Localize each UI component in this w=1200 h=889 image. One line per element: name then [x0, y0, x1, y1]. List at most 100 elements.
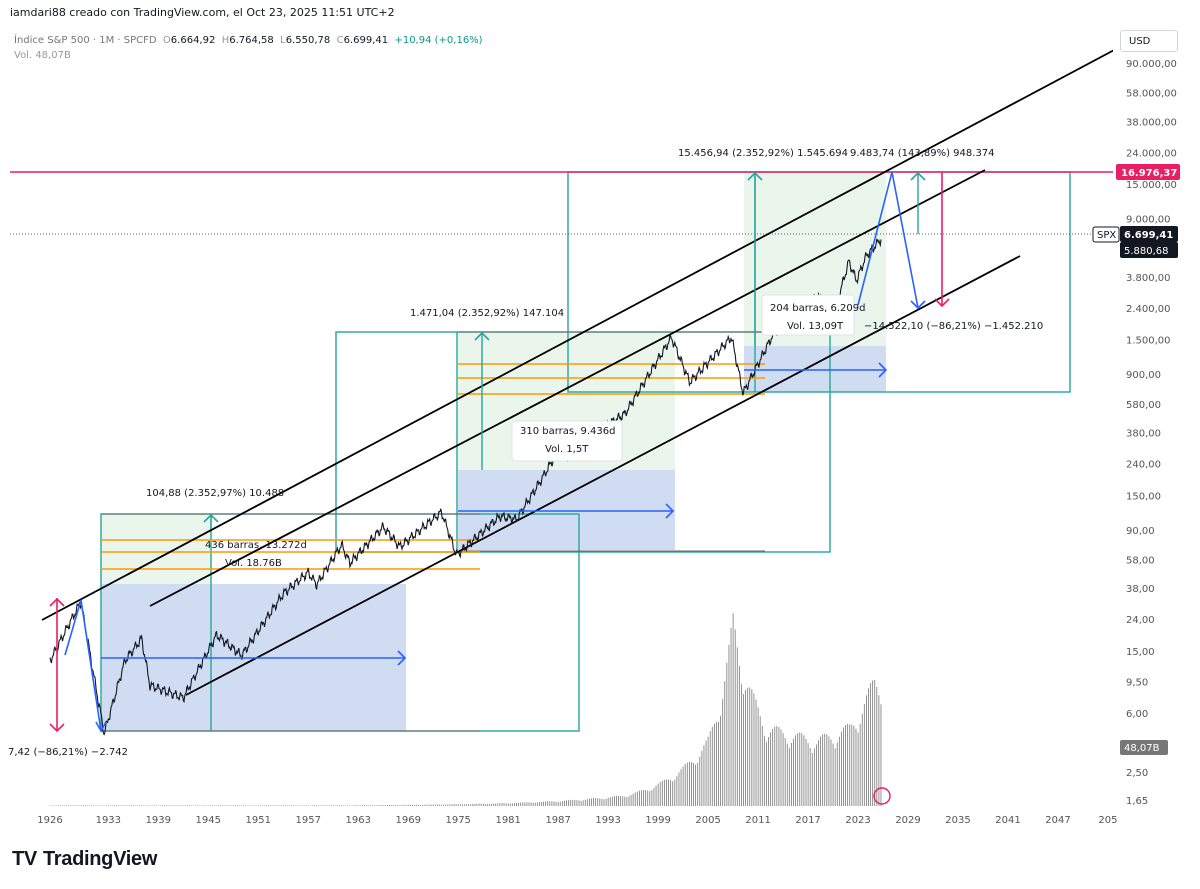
down-arrowtail-2 — [49, 597, 65, 607]
x-tick: 2041 — [995, 815, 1020, 826]
y-tick: 6,00 — [1126, 709, 1148, 720]
measure-arrowhead-2 — [665, 503, 675, 519]
spx-tag-text: SPX — [1097, 230, 1116, 241]
last-price-tag — [1120, 226, 1178, 242]
y-tick: 15,00 — [1126, 647, 1155, 658]
axis-price-tags: 16.976,37 SPX 6.699,41 5.880,68 48,07B — [1092, 164, 1180, 755]
tradingview-mark-icon: TV — [12, 848, 37, 870]
projected-arrowhead — [910, 300, 926, 310]
annotation-5: 310 barras, 9.436d — [520, 426, 615, 437]
target-price-tag — [1120, 242, 1178, 258]
y-tick: 38,00 — [1126, 584, 1155, 595]
projected-path — [857, 171, 919, 309]
y-tick: 900,00 — [1126, 370, 1161, 381]
x-tick: 1981 — [495, 815, 520, 826]
low-value: 6.550,78 — [285, 35, 331, 46]
x-tick: 1993 — [595, 815, 620, 826]
high-value: 6.764,58 — [229, 35, 274, 46]
close-value: 6.699,41 — [343, 35, 389, 46]
channel-upper — [41, 49, 1113, 621]
volume-tag — [1120, 740, 1168, 755]
annotation-4: 1.471,04 (2.352,92%) 147.104 — [410, 308, 564, 319]
channel-mid — [149, 169, 986, 607]
open-label: O — [162, 35, 171, 46]
y-tick: 58.000,00 — [1126, 89, 1177, 100]
x-tick: 1945 — [196, 815, 221, 826]
volume-legend: Vol. 48,07B — [14, 50, 71, 61]
symbol-name[interactable]: Índice S&P 500 · 1M · SPCFD — [14, 35, 157, 46]
target-arrowhead-3 — [747, 171, 763, 181]
annotation-8: 9.483,74 (143,89%) 948.374 — [850, 148, 995, 159]
x-tick: 1975 — [445, 815, 470, 826]
last-price-tag-text: 6.699,41 — [1124, 230, 1173, 241]
annotation-2: 436 barras, 13.272d — [205, 540, 307, 551]
x-tick: 1969 — [395, 815, 420, 826]
annotation-12: 7,42 (−86,21%) −2.742 — [8, 747, 128, 758]
drop-arrowhead-1929 — [95, 721, 107, 733]
x-tick: 1951 — [246, 815, 271, 826]
x-tick: 2035 — [945, 815, 970, 826]
x-tick: 2047 — [1045, 815, 1070, 826]
label-box-204 — [761, 294, 855, 336]
author-line: iamdari88 creado con TradingView.com, el… — [10, 6, 395, 19]
y-tick: 3.800,00 — [1126, 273, 1171, 284]
y-tick: 1.500,00 — [1126, 336, 1171, 347]
currency-button[interactable]: USD — [1120, 30, 1178, 52]
channel-lower — [185, 255, 1021, 696]
y-tick: 150,00 — [1126, 491, 1161, 502]
target-arrowhead-2 — [474, 331, 490, 341]
y-tick: 15.000,00 — [1126, 180, 1177, 191]
y-tick: 2.400,00 — [1126, 304, 1171, 315]
annotation-1: 104,88 (2.352,97%) 10.488 — [146, 488, 284, 499]
annotation-6: Vol. 1,5T — [545, 444, 589, 455]
label-box-310 — [511, 420, 623, 462]
resistance-tag-text: 16.976,37 — [1121, 168, 1177, 179]
x-tick: 2023 — [845, 815, 870, 826]
x-tick: 2005 — [695, 815, 720, 826]
close-label: C — [336, 35, 344, 46]
y-tick: 24,00 — [1126, 615, 1155, 626]
x-tick: 2029 — [895, 815, 920, 826]
y-tick: 380,00 — [1126, 428, 1161, 439]
volume-bars — [49, 613, 882, 806]
y-tick: 580,00 — [1126, 400, 1161, 411]
price-series — [49, 238, 882, 736]
y-tick: 1,65 — [1126, 796, 1148, 807]
tradingview-logo: TV TradingView — [12, 848, 157, 871]
range-fill-1970s — [458, 470, 675, 550]
annotation-10: Vol. 13,09T — [787, 321, 844, 332]
low-label: L — [280, 35, 286, 46]
x-tick: 1999 — [645, 815, 670, 826]
x-tick: 1963 — [346, 815, 371, 826]
target-fill-1 — [101, 514, 211, 584]
target-arrowhead-1 — [203, 513, 219, 523]
y-tick: 90,00 — [1126, 526, 1155, 537]
annotation-9: 204 barras, 6.209d — [770, 303, 865, 314]
annotation-7: 15.456,94 (2.352,92%) 1.545.694 — [678, 148, 848, 159]
y-tick: 58,00 — [1126, 555, 1155, 566]
volume-tag-text: 48,07B — [1124, 743, 1160, 754]
price-chart[interactable]: 104,88 (2.352,97%) 10.488 436 barras, 13.… — [0, 0, 1200, 840]
y-tick: 9.000,00 — [1126, 215, 1171, 226]
y-tick: 9,50 — [1126, 678, 1148, 689]
tradingview-wordmark: TradingView — [42, 848, 158, 870]
resistance-tag — [1116, 164, 1180, 180]
high-label: H — [221, 35, 230, 46]
y-tick: 240,00 — [1126, 459, 1161, 470]
open-value: 6.664,92 — [170, 35, 216, 46]
annotation-3: Vol. 18.76B — [225, 558, 282, 569]
x-tick: 1939 — [146, 815, 171, 826]
x-tick: 205 — [1098, 815, 1117, 826]
measure-arrowhead-1 — [397, 650, 407, 666]
lightning-icon[interactable] — [873, 787, 891, 805]
y-tick: 2,50 — [1126, 768, 1148, 779]
down-arrowhead-2 — [49, 723, 65, 733]
target-price-tag-text: 5.880,68 — [1124, 246, 1169, 257]
x-tick: 1957 — [296, 815, 321, 826]
annotation-11: −14.522,10 (−86,21%) −1.452.210 — [864, 321, 1043, 332]
x-tick: 2011 — [745, 815, 770, 826]
y-tick: 90.000,00 — [1126, 59, 1177, 70]
measure-arrowhead-3 — [878, 362, 888, 378]
drop-path-1929 — [64, 599, 102, 732]
x-tick: 1987 — [545, 815, 570, 826]
